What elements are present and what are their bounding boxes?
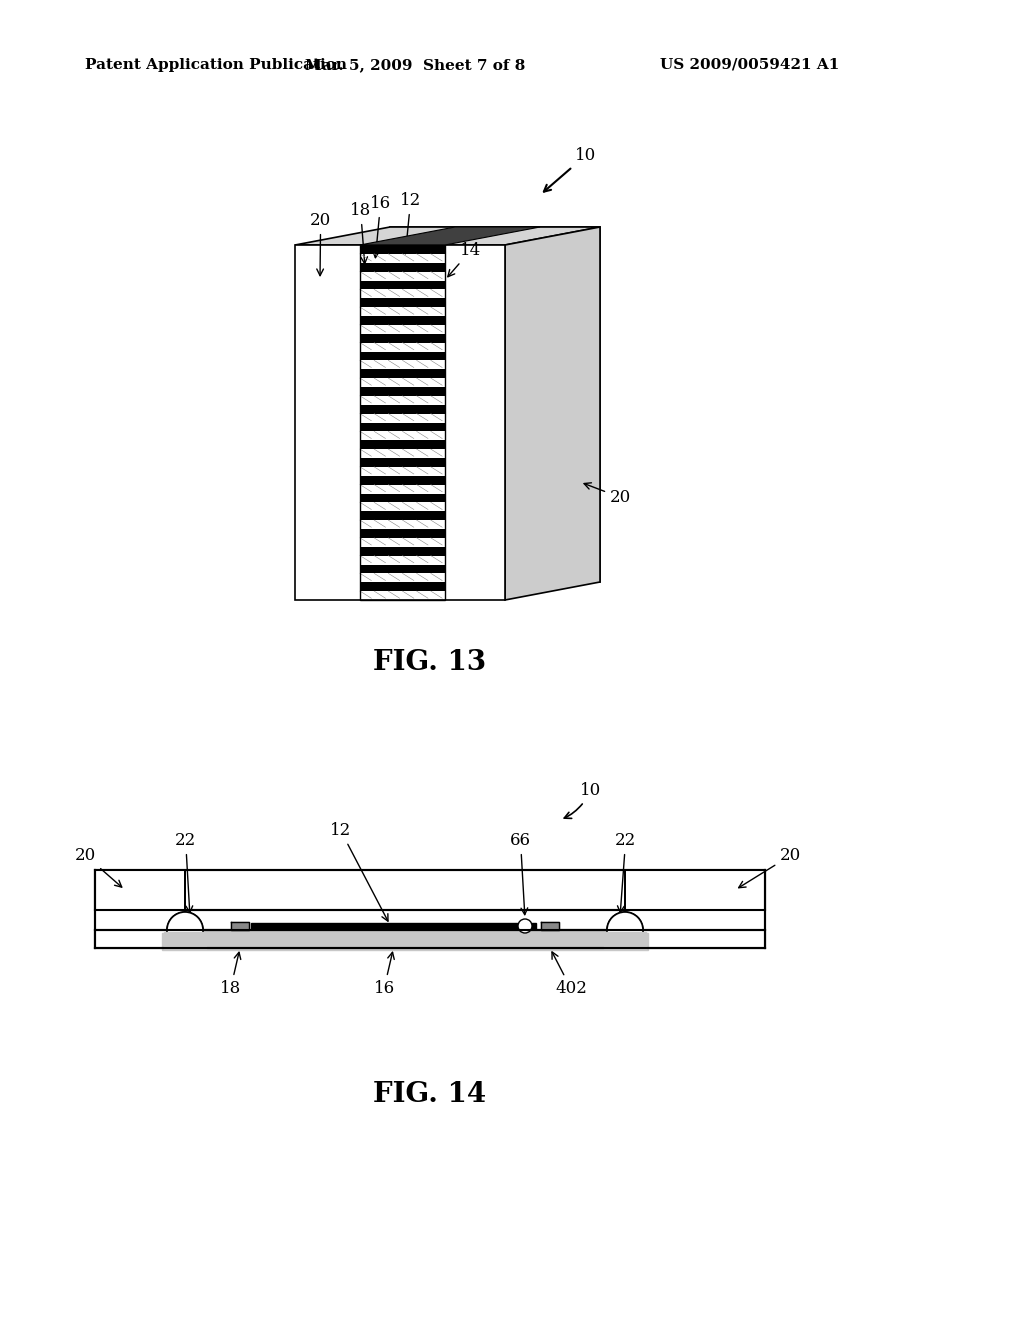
Text: 20: 20	[310, 213, 331, 276]
Circle shape	[518, 919, 532, 933]
Text: 18: 18	[350, 202, 372, 264]
Text: Mar. 5, 2009  Sheet 7 of 8: Mar. 5, 2009 Sheet 7 of 8	[305, 58, 525, 73]
Polygon shape	[360, 387, 445, 396]
Polygon shape	[360, 281, 445, 289]
Text: 20: 20	[738, 847, 801, 888]
Text: 22: 22	[175, 832, 197, 912]
Polygon shape	[360, 298, 445, 308]
Text: 66: 66	[510, 832, 531, 915]
Polygon shape	[360, 458, 445, 467]
Circle shape	[167, 912, 203, 948]
Polygon shape	[360, 582, 445, 591]
Polygon shape	[162, 933, 648, 950]
Text: 18: 18	[220, 952, 242, 997]
Polygon shape	[360, 494, 445, 503]
Circle shape	[607, 912, 643, 948]
Polygon shape	[95, 931, 765, 948]
Text: 20: 20	[75, 847, 122, 887]
Polygon shape	[360, 422, 445, 432]
Polygon shape	[505, 227, 600, 601]
Polygon shape	[360, 546, 445, 556]
Text: 16: 16	[374, 952, 394, 997]
Text: 22: 22	[615, 832, 636, 912]
Text: Patent Application Publication: Patent Application Publication	[85, 58, 347, 73]
Polygon shape	[360, 227, 540, 246]
Polygon shape	[360, 263, 445, 272]
Text: 14: 14	[447, 242, 481, 277]
Polygon shape	[625, 870, 765, 948]
Circle shape	[167, 912, 203, 948]
Text: 402: 402	[552, 952, 587, 997]
Polygon shape	[251, 923, 536, 929]
Circle shape	[607, 912, 643, 948]
Text: 20: 20	[584, 483, 631, 506]
Text: 16: 16	[370, 195, 391, 257]
Polygon shape	[360, 370, 445, 378]
Polygon shape	[95, 870, 185, 948]
Polygon shape	[295, 246, 505, 601]
Polygon shape	[360, 565, 445, 573]
Polygon shape	[360, 246, 445, 253]
Polygon shape	[360, 511, 445, 520]
Polygon shape	[295, 227, 600, 246]
Polygon shape	[360, 405, 445, 413]
Text: 10: 10	[544, 147, 596, 191]
Polygon shape	[231, 921, 249, 931]
Polygon shape	[360, 441, 445, 449]
Polygon shape	[360, 475, 445, 484]
Text: US 2009/0059421 A1: US 2009/0059421 A1	[660, 58, 840, 73]
Polygon shape	[360, 351, 445, 360]
Text: FIG. 14: FIG. 14	[374, 1081, 486, 1109]
Text: FIG. 13: FIG. 13	[374, 648, 486, 676]
Text: 12: 12	[400, 191, 421, 253]
Polygon shape	[604, 932, 646, 949]
Polygon shape	[95, 870, 765, 909]
Polygon shape	[541, 921, 559, 931]
Text: 12: 12	[330, 822, 388, 921]
Polygon shape	[164, 932, 206, 949]
Polygon shape	[360, 529, 445, 537]
Polygon shape	[360, 334, 445, 343]
Polygon shape	[390, 227, 600, 582]
Polygon shape	[360, 315, 445, 325]
Text: 10: 10	[564, 781, 601, 818]
